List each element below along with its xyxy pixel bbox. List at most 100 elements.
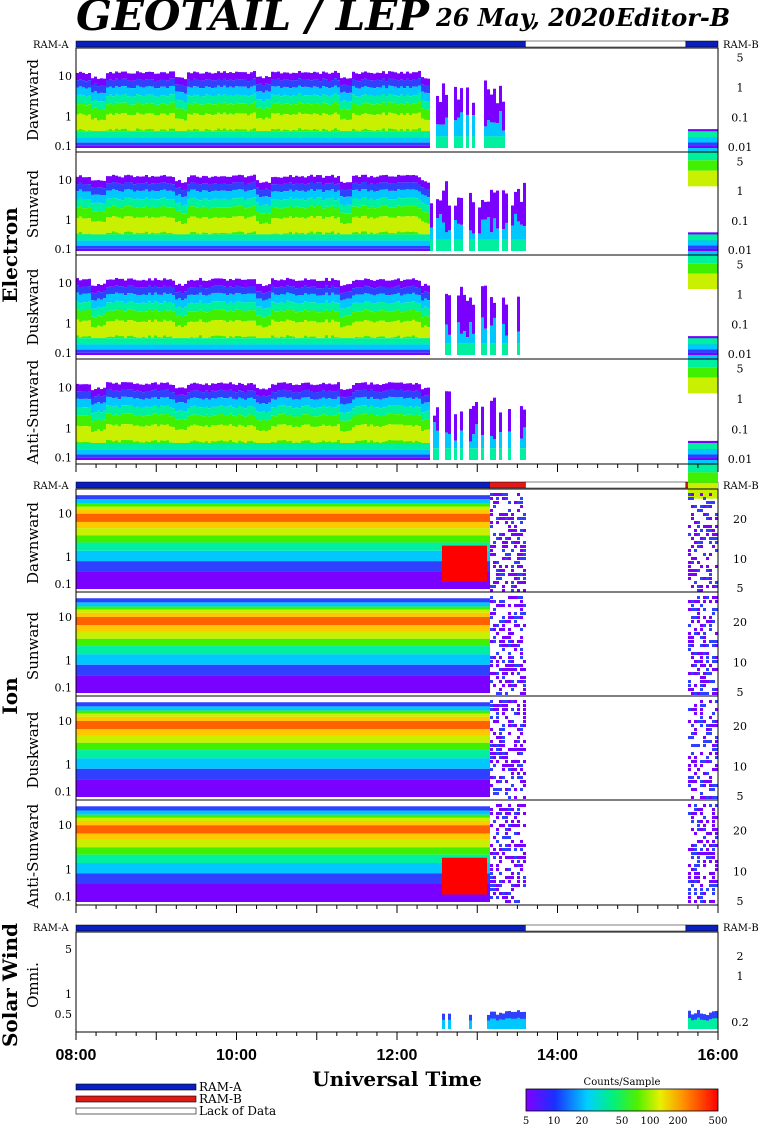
spectrogram-cell (145, 231, 148, 235)
spectrogram-cell (106, 396, 109, 406)
spectrogram-cell (169, 286, 172, 294)
spectrogram-cell (85, 384, 88, 392)
spectrogram-cell (142, 245, 145, 249)
spectrogram-cell (337, 72, 340, 81)
spectrogram-cell (304, 184, 307, 192)
spectrogram-cell (232, 137, 235, 143)
spectrogram-cell (349, 298, 352, 307)
spectrogram-cell (400, 71, 403, 80)
spectrogram-cell (316, 197, 319, 206)
spectrogram-cell (307, 245, 310, 249)
spectrogram-cell (274, 240, 277, 246)
spectrogram-cell (196, 294, 199, 304)
spectrogram-cell (403, 294, 406, 303)
spectrogram-cell (322, 86, 325, 95)
spectrogram-cell (355, 216, 358, 232)
spectrogram-cell (109, 176, 112, 184)
spectrogram-cell (295, 182, 298, 191)
spectrogram-cell (271, 278, 274, 286)
spectrogram-cell (169, 102, 172, 114)
spectrogram-cell (286, 207, 289, 218)
spectrogram-cell (340, 317, 343, 328)
spectrogram-cell (103, 290, 106, 299)
spectrogram-cell (310, 174, 313, 182)
spectrogram-cell (397, 96, 400, 105)
spectrogram-cell (361, 248, 364, 251)
spectrogram-cell (424, 188, 427, 196)
spectrogram-cell (139, 457, 142, 460)
spectrogram-cell (364, 215, 367, 232)
spectrogram-cell (175, 395, 178, 403)
spectrogram-cell (427, 292, 430, 301)
spectrogram-cell (79, 443, 82, 450)
spectrogram-cell (262, 234, 265, 241)
spectrogram-cell (175, 188, 178, 196)
spectrogram-cell (187, 344, 190, 350)
spectrogram-cell (379, 352, 382, 355)
spectrogram-cell (517, 296, 520, 332)
spectrogram-cell (97, 248, 100, 251)
spectrogram-cell (169, 442, 172, 443)
spectrogram-cell (481, 199, 484, 220)
spectrogram-cell (358, 248, 361, 251)
spectrogram-cell (280, 137, 283, 143)
spectrogram-cell (301, 337, 304, 339)
spectrogram-cell (364, 131, 367, 138)
spectrogram-cell (334, 234, 337, 241)
spectrogram-cell (346, 248, 349, 251)
spectrogram-cell (124, 405, 127, 414)
spectrogram-cell (382, 112, 385, 129)
spectrogram-cell (274, 129, 277, 132)
spectrogram-cell (160, 240, 163, 246)
spectrogram-cell (151, 311, 154, 323)
spectrogram-cell (319, 338, 322, 345)
spectrogram-cell (256, 99, 259, 109)
spectrogram-cell (403, 104, 406, 116)
spectrogram-cell (82, 398, 85, 408)
spectrogram-cell (85, 302, 88, 311)
spectrogram-cell (328, 322, 331, 339)
spectrogram-cell (187, 131, 190, 138)
spectrogram-cell (154, 309, 157, 320)
spectrogram-cell (367, 72, 370, 80)
spectrogram-cell (142, 449, 145, 455)
spectrogram-cell (427, 205, 430, 214)
spectrogram-cell (106, 217, 109, 233)
spectrogram-cell (376, 294, 379, 303)
spectrogram-cell (706, 240, 709, 246)
spectrogram-cell (124, 439, 127, 443)
spectrogram-cell (157, 207, 160, 218)
spectrogram-cell (205, 113, 208, 130)
spectrogram-cell (709, 234, 712, 241)
spectrogram-cell (697, 255, 700, 264)
spectrogram-cell (187, 103, 190, 114)
spectrogram-cell (106, 198, 109, 208)
spectrogram-cell (118, 320, 121, 337)
spectrogram-cell (208, 79, 211, 88)
spectrogram-cell (160, 294, 163, 304)
spectrogram-cell (82, 415, 85, 427)
spectrogram-cell (112, 425, 115, 442)
spectrogram-cell (199, 441, 202, 443)
spectrogram-cell (394, 352, 397, 355)
spectrogram-cell (85, 199, 88, 209)
spectrogram-cell (139, 131, 142, 138)
spectrogram-cell (244, 344, 247, 350)
spectrogram-cell (226, 457, 229, 460)
spectrogram-cell (355, 279, 358, 288)
spectrogram-cell (340, 181, 343, 189)
spectrogram-cell (154, 191, 157, 200)
spectrogram-cell (109, 454, 112, 458)
spectrogram-cell (100, 145, 103, 148)
spectrogram-cell (268, 284, 271, 292)
spectrogram-cell (424, 234, 427, 241)
spectrogram-cell (187, 137, 190, 143)
spectrogram-cell (88, 286, 91, 294)
spectrogram-cell (307, 198, 310, 207)
spectrogram-cell (193, 454, 196, 458)
spectrogram-cell (427, 109, 430, 121)
spectrogram-cell (97, 110, 100, 121)
spectrogram-cell (85, 234, 88, 241)
spectrogram-cell (196, 303, 199, 312)
spectrogram-cell (196, 457, 199, 460)
